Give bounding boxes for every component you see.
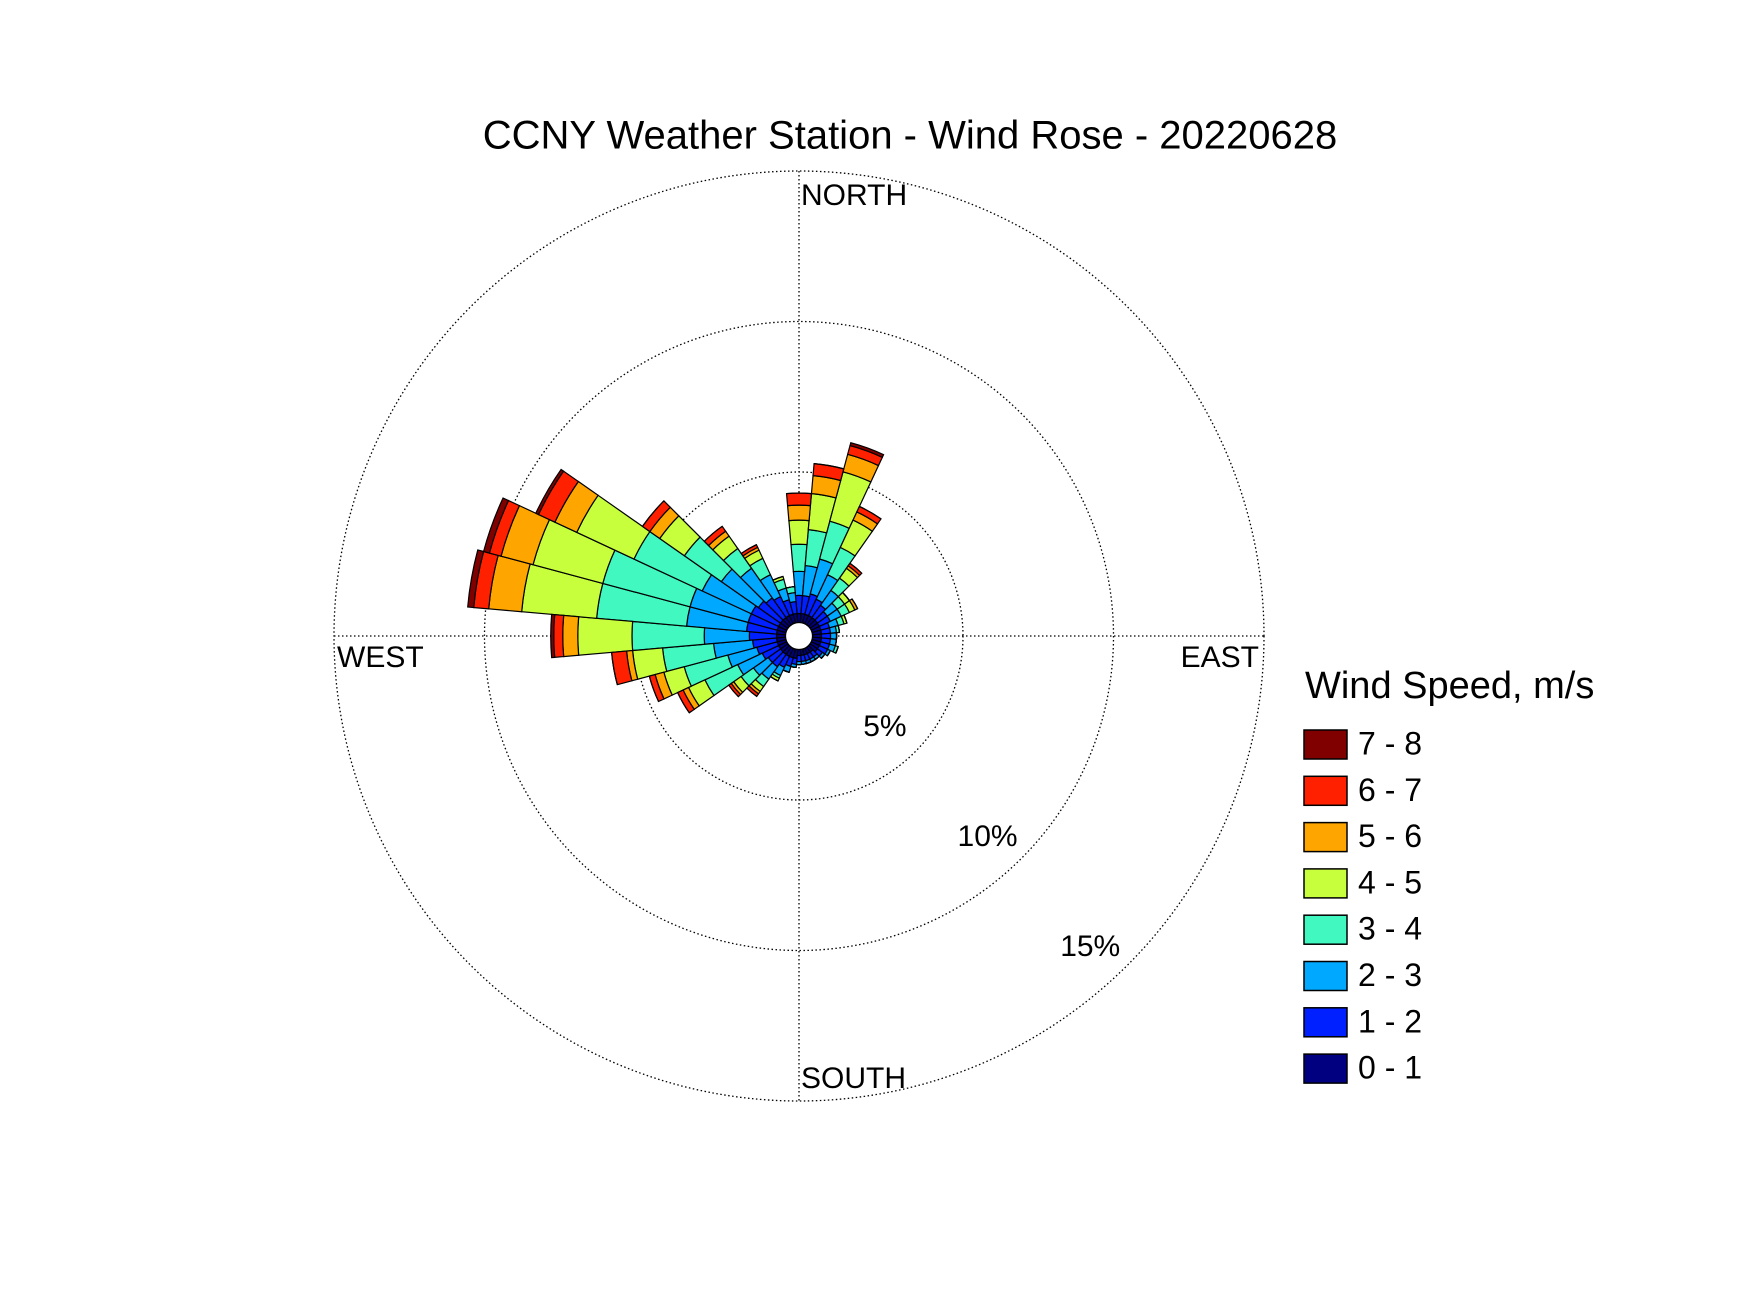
wind-bar (550, 613, 556, 659)
legend-label: 4 - 5 (1358, 864, 1422, 900)
legend-title: Wind Speed, m/s (1305, 665, 1594, 707)
legend-swatch (1303, 914, 1348, 945)
wind-bar (790, 665, 797, 669)
wind-bar (814, 463, 844, 470)
center-hole (784, 621, 814, 651)
legend-swatch (1303, 821, 1348, 853)
wind-bar (467, 549, 485, 609)
ring-label: 10% (958, 820, 1018, 853)
grid-ring (634, 471, 964, 801)
wind-bar (820, 653, 826, 659)
wind-bar (677, 692, 690, 714)
wind-bar (790, 543, 808, 573)
legend-swatch (1303, 1053, 1348, 1084)
wind-bar (782, 669, 790, 673)
wind-bar (837, 625, 841, 633)
legend-label: 2 - 3 (1358, 957, 1422, 993)
wind-bar (788, 519, 810, 546)
grid-ring (483, 320, 1115, 952)
wind-bar (786, 492, 812, 495)
legend-label: 5 - 6 (1358, 818, 1422, 854)
wind-bar (772, 575, 784, 581)
wind-bar (577, 616, 634, 656)
wind-bar (815, 655, 820, 660)
wind-bar (740, 544, 757, 554)
legend-label: 6 - 7 (1358, 772, 1422, 808)
legend-label: 7 - 8 (1358, 725, 1422, 761)
ring-label: 15% (1060, 930, 1120, 963)
legend-swatch (1303, 729, 1348, 760)
wind-bar (842, 591, 851, 601)
legend-label: 0 - 1 (1358, 1050, 1422, 1086)
wind-bar (835, 646, 839, 654)
wind-bar (746, 687, 758, 697)
wind-bar (703, 525, 723, 542)
ring-label: 5% (863, 710, 906, 743)
legend-swatch (1303, 775, 1348, 807)
legend-label: 3 - 4 (1358, 911, 1422, 947)
legend-swatch (1303, 1007, 1348, 1038)
direction-label: SOUTH (801, 1062, 906, 1095)
wind-bar (851, 598, 859, 609)
wind-bar (553, 613, 565, 659)
wind-bar (786, 504, 812, 522)
wind-bar (810, 658, 816, 663)
wind-bar (834, 639, 838, 646)
chart-title: CCNY Weather Station - Wind Rose - 20220… (483, 114, 1338, 158)
wind-bar (482, 497, 510, 554)
direction-label: NORTH (801, 179, 907, 212)
legend-label: 1 - 2 (1358, 1003, 1422, 1039)
direction-label: EAST (1181, 641, 1259, 674)
wind-bar (534, 468, 565, 516)
wind-bar (562, 614, 580, 658)
wind-bar (849, 562, 863, 574)
legend-swatch (1303, 868, 1348, 899)
wind-bar (849, 441, 885, 459)
wind-bar (843, 614, 848, 624)
wind-bar (785, 492, 813, 507)
legend-swatch (1303, 960, 1348, 992)
direction-label: WEST (337, 641, 424, 674)
wind-bar (786, 585, 795, 589)
grid-ring (333, 170, 1265, 1102)
